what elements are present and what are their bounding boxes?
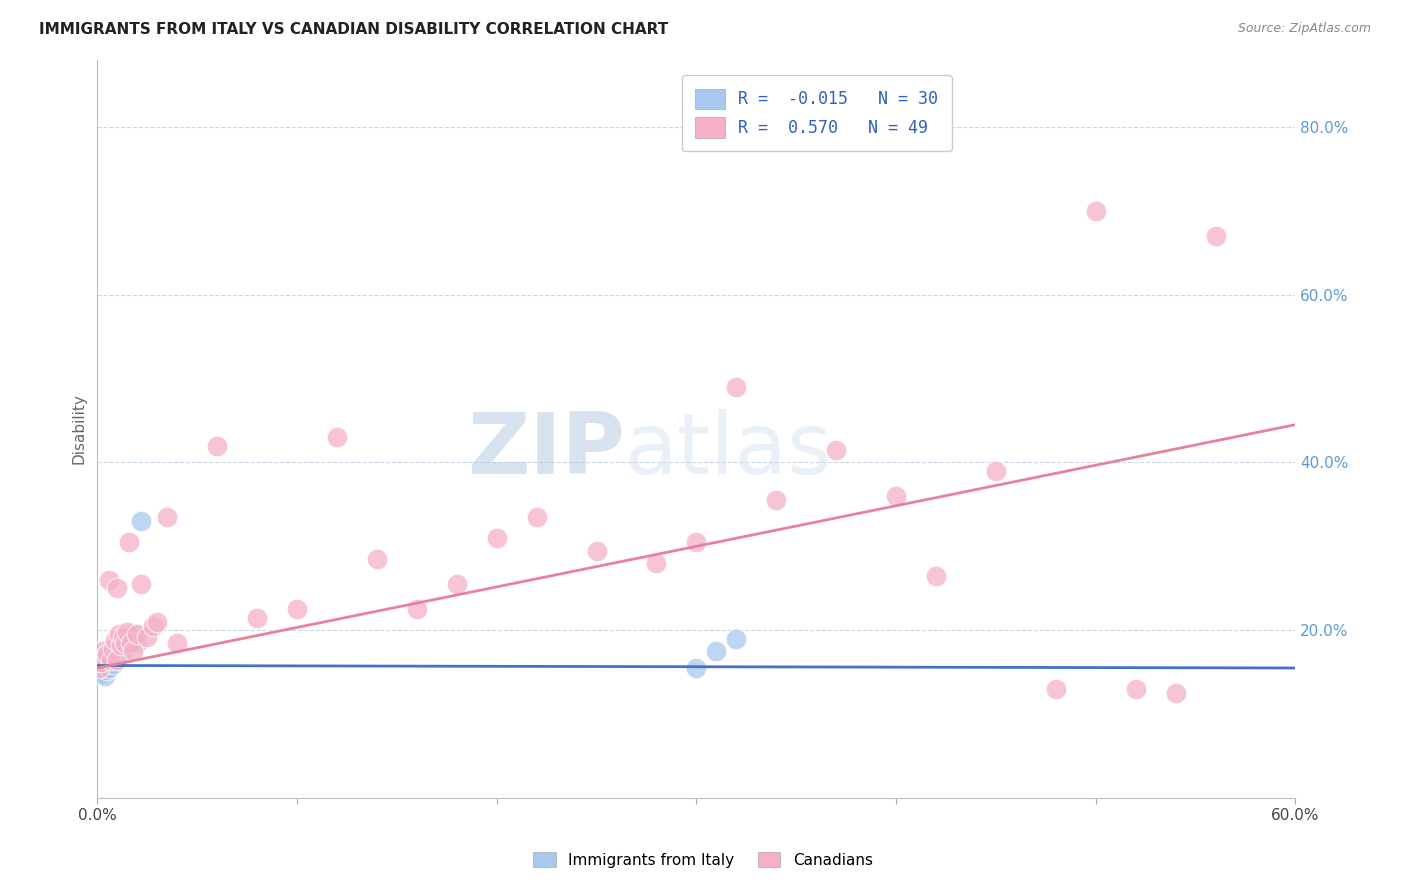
Point [110, 636, 132, 650]
Point [93, 665, 115, 680]
Point [1045, 681, 1067, 696]
Point [122, 627, 145, 641]
Text: Source: ZipAtlas.com: Source: ZipAtlas.com [1237, 22, 1371, 36]
Point [104, 644, 127, 658]
Point [110, 638, 132, 652]
Point [366, 552, 388, 566]
Point [685, 535, 707, 549]
Point [103, 648, 125, 663]
Point [100, 652, 122, 666]
Point [89, 661, 111, 675]
Point [645, 556, 668, 570]
Point [94, 655, 117, 669]
Point [96, 647, 118, 661]
Point [103, 641, 125, 656]
Point [146, 615, 169, 629]
Point [93, 644, 115, 658]
Text: atlas: atlas [624, 409, 832, 492]
Point [98, 573, 121, 587]
Point [117, 633, 139, 648]
Point [925, 568, 948, 582]
Point [884, 489, 907, 503]
Point [112, 644, 135, 658]
Point [984, 464, 1007, 478]
Point [285, 602, 308, 616]
Point [100, 647, 122, 661]
Point [129, 577, 152, 591]
Point [94, 650, 117, 665]
Point [156, 510, 179, 524]
Point [103, 657, 125, 671]
Point [205, 439, 228, 453]
Point [98, 652, 121, 666]
Point [98, 661, 121, 675]
Point [105, 640, 128, 654]
Point [1164, 686, 1187, 700]
Point [446, 577, 468, 591]
Text: ZIP: ZIP [467, 409, 624, 492]
Text: IMMIGRANTS FROM ITALY VS CANADIAN DISABILITY CORRELATION CHART: IMMIGRANTS FROM ITALY VS CANADIAN DISABI… [39, 22, 669, 37]
Point [96, 663, 118, 677]
Point [1205, 228, 1227, 243]
Point [765, 493, 787, 508]
Point [136, 630, 159, 644]
Point [105, 581, 128, 595]
Point [104, 641, 127, 656]
Point [405, 602, 427, 616]
Legend: R =  -0.015   N = 30, R =  0.570   N = 49: R = -0.015 N = 30, R = 0.570 N = 49 [682, 75, 952, 151]
Point [90, 655, 112, 669]
Point [94, 669, 117, 683]
Point [585, 543, 607, 558]
Point [114, 636, 136, 650]
Point [112, 630, 135, 644]
Point [706, 644, 728, 658]
Point [105, 652, 128, 666]
Point [90, 666, 112, 681]
Point [1125, 681, 1147, 696]
Point [100, 650, 122, 665]
Point [104, 633, 127, 648]
Point [96, 658, 118, 673]
Legend: Immigrants from Italy, Canadians: Immigrants from Italy, Canadians [526, 844, 880, 875]
Point [117, 624, 139, 639]
Point [108, 627, 131, 641]
Point [326, 430, 349, 444]
Point [93, 657, 115, 671]
Point [725, 632, 748, 646]
Point [825, 442, 848, 457]
Y-axis label: Disability: Disability [72, 393, 86, 464]
Point [166, 636, 188, 650]
Point [90, 664, 112, 678]
Point [685, 661, 707, 675]
Point [105, 650, 128, 665]
Point [725, 380, 748, 394]
Point [142, 619, 165, 633]
Point [120, 636, 142, 650]
Point [1084, 203, 1107, 218]
Point [118, 630, 141, 644]
Point [129, 514, 152, 528]
Point [485, 531, 508, 545]
Point [122, 644, 145, 658]
Point [246, 610, 269, 624]
Point [118, 535, 141, 549]
Point [127, 627, 149, 641]
Point [526, 510, 548, 524]
Point [108, 638, 131, 652]
Point [89, 661, 111, 675]
Point [127, 636, 149, 650]
